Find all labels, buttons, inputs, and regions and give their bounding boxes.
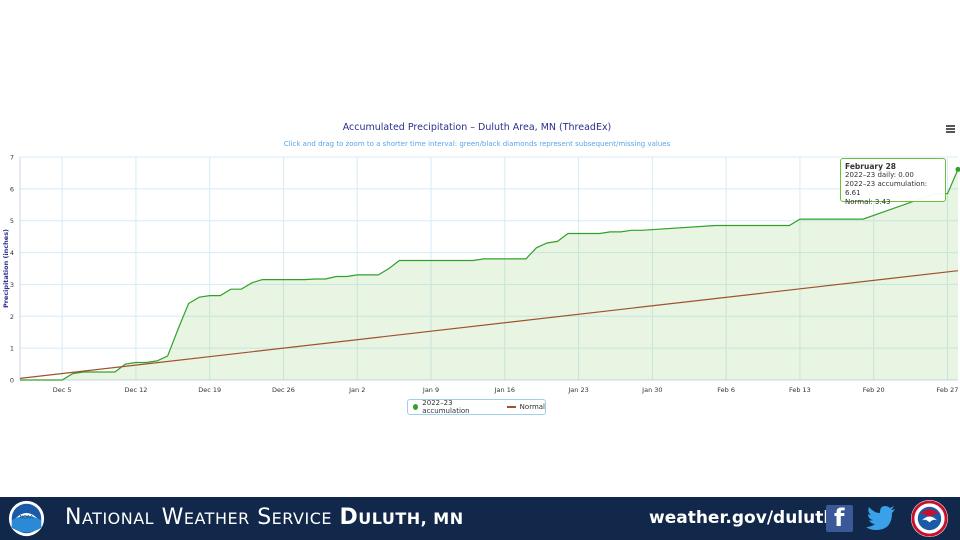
legend-normal-label[interactable]: Normal [519, 403, 545, 411]
tooltip-normal: Normal: 3.43 [845, 198, 891, 206]
office-city-rest: ULUTH, MN [358, 509, 464, 528]
tooltip-title: February 28 [845, 162, 897, 171]
office-name-ational: ATIONAL [81, 509, 155, 528]
office-city-d: D [339, 505, 359, 530]
nws-logo-icon [910, 499, 949, 538]
x-tick-label: Feb 6 [717, 386, 735, 394]
precip-chart[interactable]: Accumulated Precipitation – Duluth Area,… [0, 110, 960, 420]
x-tick-label: Jan 2 [348, 386, 365, 394]
nws-footer-banner: NOAA NATIONAL WEATHER SERVICE DULUTH, MN… [0, 497, 960, 540]
chart-title: Accumulated Precipitation – Duluth Area,… [343, 122, 612, 133]
chart-menu-icon[interactable] [946, 125, 955, 127]
accum-area [20, 169, 958, 380]
twitter-icon[interactable] [865, 503, 897, 533]
office-name: NATIONAL WEATHER SERVICE DULUTH, MN [65, 505, 464, 530]
legend-accum-marker[interactable] [413, 404, 419, 410]
y-tick-label: 1 [10, 345, 14, 353]
accum-series-line[interactable] [20, 169, 959, 381]
x-tick-label: Jan 23 [567, 386, 588, 394]
x-tick-label: Dec 5 [53, 386, 72, 394]
x-tick-label: Jan 9 [422, 386, 439, 394]
y-tick-label: 7 [10, 154, 14, 162]
y-tick-label: 4 [10, 249, 14, 257]
chart-legend: 2022–23 accumulation Normal [407, 399, 546, 415]
legend-accum-label[interactable]: 2022–23 accumulation [422, 399, 470, 415]
x-tick-label: Feb 27 [937, 386, 959, 394]
y-tick-label: 2 [10, 313, 14, 321]
x-tick-label: Jan 30 [641, 386, 662, 394]
x-tick-label: Dec 19 [198, 386, 221, 394]
chart-container: Accumulated Precipitation – Duluth Area,… [0, 110, 960, 420]
office-name-n: N [65, 505, 82, 530]
office-name-w: W [161, 505, 184, 530]
website-link[interactable]: weather.gov/duluth [649, 508, 836, 528]
facebook-icon[interactable]: f [826, 504, 853, 532]
tooltip-daily: 2022–23 daily: 0.00 [845, 171, 914, 179]
y-tick-label: 0 [10, 377, 14, 385]
chart-subtitle: Click and drag to zoom to a shorter time… [284, 140, 671, 148]
x-tick-label: Dec 26 [272, 386, 295, 394]
y-tick-label: 6 [10, 185, 14, 193]
normal-series-line[interactable] [19, 270, 959, 379]
y-tick-label: 3 [10, 281, 14, 289]
chart-menu-icon-line3[interactable] [946, 131, 955, 133]
legend-normal-marker[interactable] [506, 406, 516, 408]
chart-menu-icon-line2[interactable] [946, 128, 955, 130]
office-name-eather: EATHER [183, 509, 250, 528]
y-axis-label: Precipitation (inches) [2, 229, 10, 308]
tooltip-accumulation: 2022–23 accumulation: 6.61 [845, 180, 928, 197]
x-tick-label: Dec 12 [124, 386, 147, 394]
x-tick-label: Jan 16 [494, 386, 515, 394]
office-name-ervice: ERVICE [271, 509, 332, 528]
svg-text:NOAA: NOAA [20, 515, 34, 521]
noaa-logo-icon: NOAA [8, 500, 45, 537]
y-tick-label: 5 [10, 217, 14, 225]
x-tick-label: Feb 20 [863, 386, 885, 394]
office-name-s: S [257, 505, 272, 530]
chart-tooltip: February 28 2022–23 daily: 0.00 2022–23 … [840, 158, 946, 206]
accum-hover-point[interactable] [955, 166, 960, 172]
x-tick-label: Feb 13 [789, 386, 811, 394]
